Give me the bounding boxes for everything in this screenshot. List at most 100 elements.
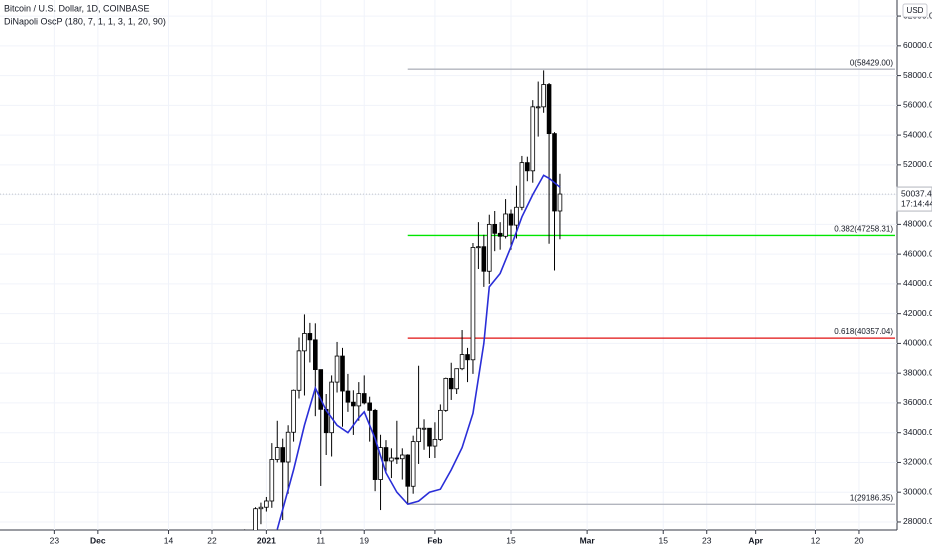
- candle-body: [296, 350, 302, 391]
- y-tick-label: 28000.00: [903, 516, 932, 526]
- candle-body: [329, 381, 334, 434]
- candle-body: [389, 457, 394, 462]
- candle-body: [503, 213, 508, 237]
- axes: 28000.00 30000.00 32000.00 34000.00 36000.00…: [50, 10, 932, 545]
- y-tick-label: 44000.00: [903, 278, 932, 288]
- candle-body: [313, 339, 318, 371]
- y-tick-label: 48000.00: [903, 219, 932, 229]
- y-tick-label: 30000.00: [903, 486, 932, 496]
- candle-body: [470, 247, 476, 361]
- candle-body: [525, 162, 530, 172]
- currency[interactable]: USD: [907, 6, 924, 15]
- candle-body: [519, 162, 525, 208]
- candle-body: [340, 355, 345, 392]
- x-tick-label: 20: [854, 535, 864, 545]
- x-tick-label: 15: [659, 535, 669, 545]
- candle-body: [432, 438, 438, 447]
- fib-label: 1(29186.35): [850, 493, 893, 502]
- price-tag-label: 50037.40: [901, 188, 932, 198]
- candle-body: [530, 106, 536, 172]
- y-tick-label: 56000.00: [903, 100, 932, 110]
- x-tick-label: 19: [360, 535, 370, 545]
- candle-body: [269, 459, 275, 502]
- x-tick-label: 14: [164, 535, 174, 545]
- y-tick-label: 52000.00: [903, 159, 932, 169]
- candle-body: [552, 133, 557, 212]
- candle-body: [546, 84, 552, 135]
- currency-box[interactable]: [902, 3, 928, 18]
- candle-body: [508, 213, 514, 226]
- chart-title: Bitcoin / U.S. Dollar, 1D, COINBASE: [4, 3, 150, 13]
- x-tick-label: 23: [50, 535, 60, 545]
- candle-body: [394, 457, 400, 460]
- x-tick-label: 15: [506, 535, 516, 545]
- candle-body: [459, 354, 465, 370]
- candle-body: [497, 232, 503, 237]
- candle-body: [285, 431, 291, 463]
- candle-body: [410, 441, 416, 487]
- y-tick-label: 34000.00: [903, 427, 932, 437]
- candle-body: [454, 368, 459, 390]
- candle-body: [443, 377, 449, 411]
- candle-body: [427, 427, 432, 447]
- candle-body: [535, 106, 541, 109]
- x-tick-label: Mar: [580, 535, 596, 545]
- candle-body: [438, 409, 443, 440]
- candle-body: [399, 454, 405, 460]
- fib-label: 0.382(47258.31): [834, 225, 893, 234]
- candle-body: [318, 369, 324, 410]
- x-tick-label: 22: [207, 535, 217, 545]
- candle-body: [465, 354, 470, 361]
- indicator-name: DiNapoli OscP (180, 7, 1, 1, 3, 1, 20, 9…: [4, 16, 166, 26]
- candle-body: [274, 447, 280, 460]
- x-tick-label: 2021: [257, 535, 276, 545]
- candle-body: [486, 223, 492, 272]
- x-tick-label: Dec: [90, 535, 106, 545]
- candle-body: [302, 333, 307, 352]
- y-tick-label: 54000.00: [903, 129, 932, 139]
- candle-body: [307, 333, 313, 341]
- candle-body: [334, 355, 340, 383]
- candle-body: [421, 427, 427, 430]
- candle-body: [557, 193, 563, 212]
- candle-body: [351, 401, 356, 407]
- candle-body: [514, 206, 519, 226]
- candle-body: [416, 427, 421, 443]
- x-tick-label: 11: [316, 535, 325, 545]
- price-tag: [896, 186, 932, 212]
- candle-body: [291, 389, 296, 433]
- candle-body: [258, 506, 264, 510]
- x-tick-label: 12: [811, 535, 821, 545]
- candle-body: [280, 447, 285, 463]
- x-tick-label: Apr: [748, 535, 763, 545]
- y-tick-label: 58000.00: [903, 70, 932, 80]
- fib-label: 0.618(40357.04): [834, 327, 893, 336]
- y-tick-label: 32000.00: [903, 457, 932, 467]
- y-tick-label: 38000.00: [903, 367, 932, 377]
- candle-body: [492, 223, 498, 234]
- candle-body: [356, 393, 362, 407]
- y-tick-label: 46000.00: [903, 248, 932, 258]
- candle-body: [253, 508, 258, 530]
- candle-body: [405, 454, 411, 487]
- candle-body: [383, 447, 389, 462]
- candle-body: [367, 402, 372, 411]
- candle-body: [361, 393, 367, 404]
- countdown: 17:14:44: [901, 198, 932, 208]
- candle-body: [476, 246, 481, 249]
- x-tick-label: 23: [702, 535, 712, 545]
- y-tick-label: 40000.00: [903, 338, 932, 348]
- candle-body: [448, 377, 454, 390]
- candle-body: [345, 390, 351, 403]
- candle-body: [541, 84, 546, 108]
- candle-body: [481, 246, 487, 272]
- plot: 0(58429.00) 0.382(47258.31) 0.618(40357.04…: [0, 0, 897, 530]
- indicator-line: [276, 174, 561, 530]
- y-tick-label: 60000.00: [903, 40, 932, 50]
- candle-body: [264, 500, 269, 508]
- y-tick-label: 36000.00: [903, 397, 932, 407]
- x-tick-label: Feb: [427, 535, 442, 545]
- fib-label: 0(58429.00): [850, 58, 893, 67]
